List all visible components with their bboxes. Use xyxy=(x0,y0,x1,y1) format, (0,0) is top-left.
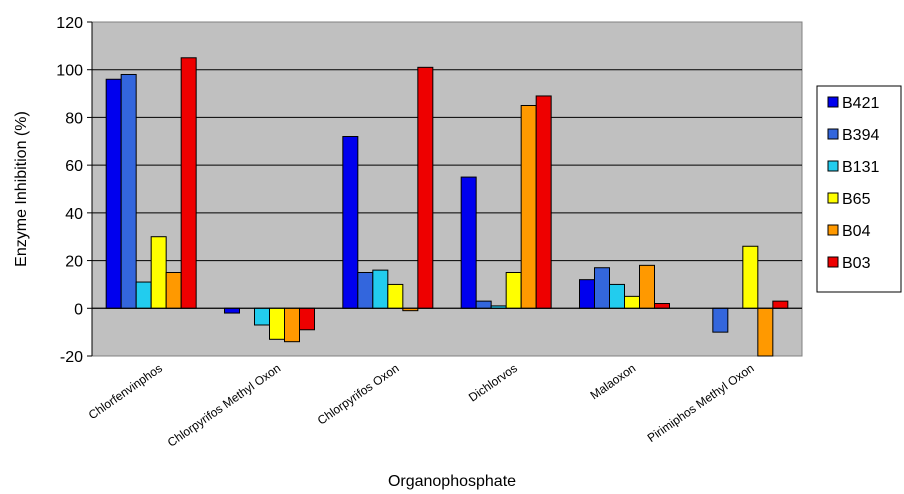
y-tick-label: 0 xyxy=(74,301,83,318)
y-tick-label: 60 xyxy=(65,158,83,175)
bar xyxy=(772,300,789,309)
legend-label: B65 xyxy=(842,191,871,208)
bar xyxy=(505,272,522,309)
bar xyxy=(357,272,374,309)
bar xyxy=(654,303,670,309)
y-tick-label: -20 xyxy=(60,349,83,366)
y-tick-label: 80 xyxy=(65,110,83,127)
legend-label: B131 xyxy=(842,159,879,176)
bar xyxy=(284,307,300,343)
legend-label: B394 xyxy=(842,127,879,144)
x-category-label: Pirimiphos Methyl Oxon xyxy=(645,361,757,445)
legend-swatch xyxy=(827,192,839,204)
legend-swatch xyxy=(827,256,839,268)
bar xyxy=(594,267,610,309)
bar xyxy=(417,66,434,309)
legend-swatch xyxy=(827,128,839,140)
x-category-label: Chlorpyrifos Methyl Oxon xyxy=(165,361,283,450)
bar xyxy=(254,307,270,326)
bar xyxy=(712,307,729,333)
x-axis-title: Organophosphate xyxy=(388,473,516,490)
bar xyxy=(387,283,404,309)
y-tick-label: 20 xyxy=(65,254,83,271)
bar xyxy=(609,283,625,309)
bar xyxy=(120,73,137,309)
bar xyxy=(460,176,477,309)
bar xyxy=(372,269,389,309)
x-axis-labels: Chlorfenvinphos Chlorpyrifos Methyl Oxon C… xyxy=(86,361,757,450)
bar xyxy=(269,307,285,340)
legend: B421 B394 B131 B65 B04 B03 xyxy=(816,85,902,293)
plot-area xyxy=(91,21,803,357)
legend-swatch xyxy=(827,96,839,108)
bar xyxy=(475,300,492,309)
bar xyxy=(165,272,182,309)
x-category-label: Malaoxon xyxy=(588,361,639,402)
bar xyxy=(535,95,552,309)
y-tick-label: 120 xyxy=(56,15,83,32)
bar xyxy=(135,281,152,309)
bar xyxy=(224,307,240,314)
bar xyxy=(520,105,537,309)
bar xyxy=(342,136,359,309)
x-category-label: Dichlorvos xyxy=(466,361,520,405)
legend-swatch xyxy=(827,224,839,236)
bars xyxy=(105,57,789,357)
bar xyxy=(299,307,315,331)
x-category-label: Chlorpyrifos Oxon xyxy=(315,361,402,428)
y-tick-label: 100 xyxy=(56,63,83,80)
bar xyxy=(180,57,197,309)
y-axis-title: Enzyme Inhibition (%) xyxy=(13,111,30,267)
y-tick-label: 40 xyxy=(65,206,83,223)
bar xyxy=(624,295,640,309)
bar xyxy=(639,264,655,309)
y-axis-ticks: -20 0 20 40 60 80 100 120 xyxy=(56,15,92,366)
bar xyxy=(757,307,774,357)
legend-swatch xyxy=(827,160,839,172)
bar xyxy=(150,236,167,309)
legend-label: B421 xyxy=(842,95,879,112)
bar xyxy=(579,279,595,309)
legend-label: B04 xyxy=(842,223,871,240)
legend-label: B03 xyxy=(842,255,871,272)
bar xyxy=(742,245,759,309)
x-category-label: Chlorfenvinphos xyxy=(86,361,165,422)
bar xyxy=(105,78,122,309)
